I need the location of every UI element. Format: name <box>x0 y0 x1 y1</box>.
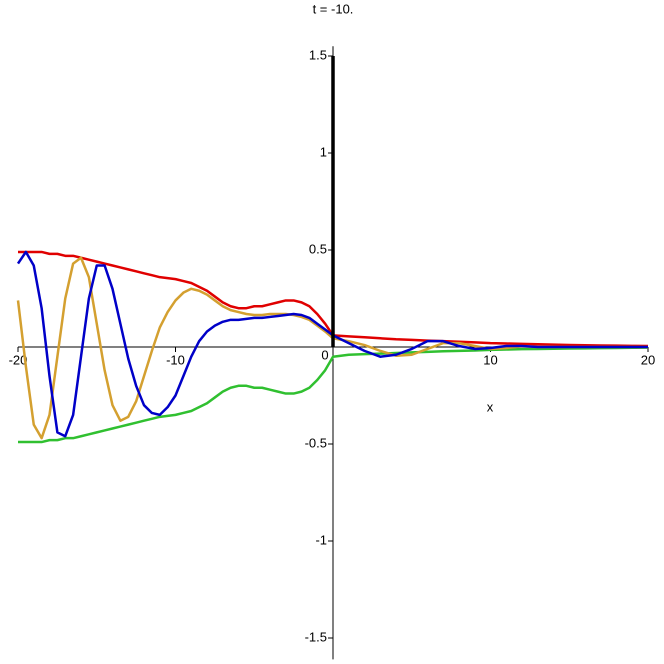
y-tick-label: 1.5 <box>309 47 327 62</box>
y-tick-label: 1 <box>320 144 327 159</box>
x-tick-label: -20 <box>9 352 28 367</box>
x-tick-label: 10 <box>483 352 497 367</box>
series-line <box>18 250 649 348</box>
y-tick-label: -0.5 <box>305 435 327 450</box>
x-tick-label: 0 <box>321 347 328 362</box>
x-tick-label: -10 <box>166 352 185 367</box>
series-line <box>16 250 648 438</box>
chart-title: t = -10. <box>313 1 354 16</box>
y-tick-label: -1.5 <box>305 629 327 644</box>
y-tick-label: -1 <box>315 532 327 547</box>
x-axis-label: x <box>487 399 494 414</box>
y-tick-label: 0.5 <box>309 241 327 256</box>
x-tick-label: 20 <box>641 352 655 367</box>
